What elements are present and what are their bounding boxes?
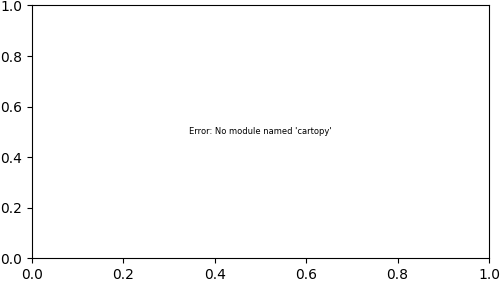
Text: Error: No module named 'cartopy': Error: No module named 'cartopy'	[189, 127, 332, 136]
